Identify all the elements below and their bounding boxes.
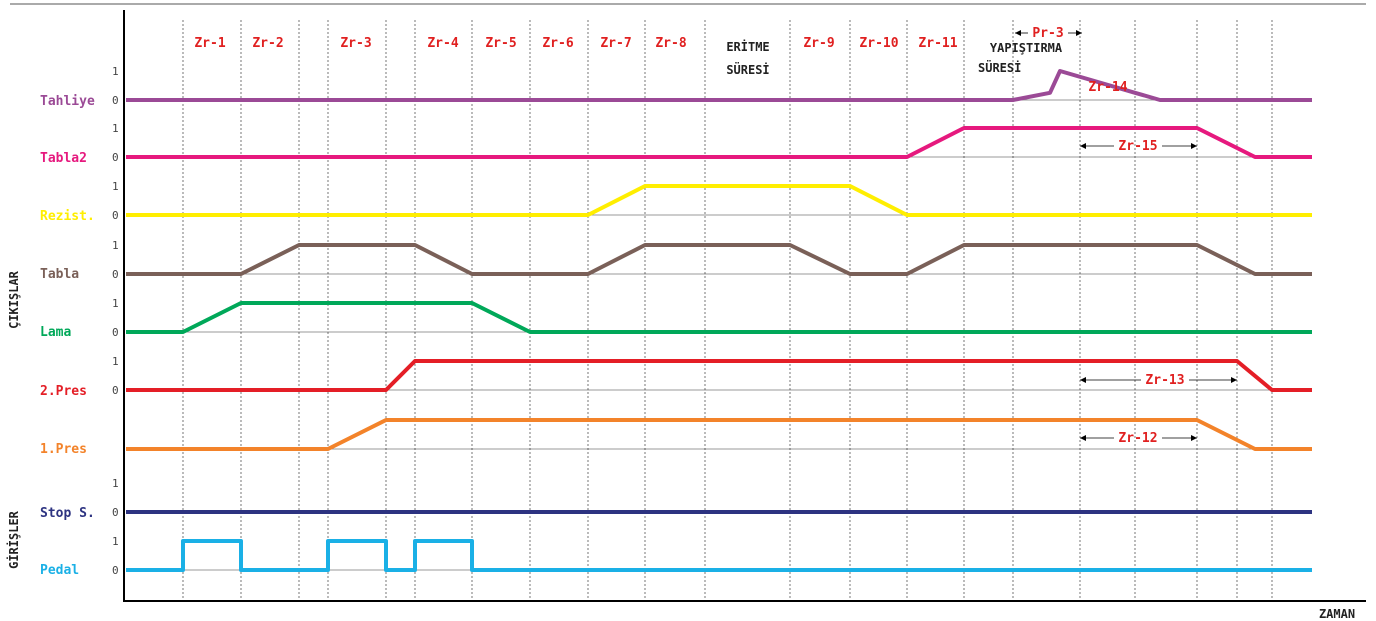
interval-label-zr13: Zr-13 <box>1145 373 1184 388</box>
eritme-label-line1: ERİTME <box>726 39 769 54</box>
zr-label: Zr-6 <box>542 36 573 51</box>
tick-low: 0 <box>112 209 119 222</box>
tick-low: 0 <box>112 506 119 519</box>
signal-waveform-pres1 <box>126 418 1312 451</box>
signal-waveform-tabla2 <box>126 126 1312 159</box>
inputs-group-label: GİRİŞLER <box>6 510 21 569</box>
signal-name-rezist: Rezist. <box>40 209 95 224</box>
eritme-label-line2: SÜRESİ <box>726 62 769 77</box>
signal-waveform-tabla <box>126 243 1312 276</box>
tick-high: 1 <box>112 535 119 548</box>
arrow-left-icon <box>1015 30 1021 36</box>
arrow-left-icon <box>1080 435 1086 441</box>
arrow-left-icon <box>1080 143 1086 149</box>
arrow-right-icon <box>1191 435 1197 441</box>
signal-name-tahliye: Tahliye <box>40 94 95 109</box>
tick-high: 1 <box>112 180 119 193</box>
zr-label: Zr-1 <box>194 36 225 51</box>
arrow-right-icon <box>1076 30 1082 36</box>
yapistirma-label-line2: SÜRESİ <box>978 60 1021 75</box>
interval-label-pr3: Pr-3 <box>1032 26 1063 41</box>
signal-name-tabla: Tabla <box>40 267 79 282</box>
tick-low: 0 <box>112 151 119 164</box>
tick-high: 1 <box>112 297 119 310</box>
zr-label: Zr-7 <box>600 36 631 51</box>
signal-name-lama: Lama <box>40 325 71 340</box>
zr-label: Zr-4 <box>427 36 458 51</box>
tick-low: 0 <box>112 94 119 107</box>
tick-high: 1 <box>112 355 119 368</box>
tick-high: 1 <box>112 65 119 78</box>
zr-label: Zr-2 <box>252 36 283 51</box>
zr-label: Zr-10 <box>859 36 898 51</box>
grid-lines <box>182 20 1273 600</box>
zr-label: Zr-8 <box>655 36 686 51</box>
signal-waveform-pedal <box>126 539 1312 572</box>
signal-waveform-pres2 <box>126 359 1312 392</box>
tick-low: 0 <box>112 326 119 339</box>
signal-baselines <box>126 99 1312 571</box>
signal-name-stop: Stop S. <box>40 506 95 521</box>
outputs-group-label: ÇIKIŞLAR <box>7 270 21 329</box>
signal-waveform-tahliye <box>126 69 1312 102</box>
zr-label: Zr-3 <box>340 36 371 51</box>
signal-waveform-rezist <box>126 184 1312 217</box>
arrow-right-icon <box>1231 377 1237 383</box>
yapistirma-label-line1: YAPIŞTIRMA <box>990 41 1063 55</box>
interval-label-zr12: Zr-12 <box>1118 431 1157 446</box>
signal-name-pres2: 2.Pres <box>40 384 87 399</box>
tick-high: 1 <box>112 239 119 252</box>
signal-waveform-lama <box>126 301 1312 334</box>
zr-label: Zr-9 <box>803 36 834 51</box>
tick-low: 0 <box>112 268 119 281</box>
zr-label: Zr-11 <box>918 36 957 51</box>
tick-low: 0 <box>112 384 119 397</box>
tick-high: 1 <box>112 122 119 135</box>
x-axis-label: ZAMAN <box>1319 607 1355 621</box>
tick-high: 1 <box>112 477 119 490</box>
zr-label: Zr-5 <box>485 36 516 51</box>
signal-waveforms <box>126 69 1312 572</box>
interval-zr12: Zr-12 <box>1080 431 1197 446</box>
signal-name-tabla2: Tabla2 <box>40 151 87 166</box>
interval-zr15: Zr-15 <box>1080 139 1197 154</box>
signal-name-pres1: 1.Pres <box>40 442 87 457</box>
interval-label-zr15: Zr-15 <box>1118 139 1157 154</box>
arrow-right-icon <box>1191 143 1197 149</box>
arrow-left-icon <box>1080 377 1086 383</box>
interval-zr13: Zr-13 <box>1080 373 1237 388</box>
interval-label-zr14: Zr-14 <box>1088 80 1127 95</box>
annotations: Zr-1 Zr-2 Zr-3 Zr-4 Zr-5 Zr-6 Zr-7 Zr-8 Zr-9 Zr-1… <box>194 26 1237 446</box>
signal-name-pedal: Pedal <box>40 563 79 578</box>
tick-low: 0 <box>112 564 119 577</box>
interval-pr3: Pr-3 <box>1015 26 1082 41</box>
signal-labels: Tahliye 0 1 Tabla2 0 1 Rezist. 0 1 Tabla 0 1 Lama 0 1 2… <box>40 65 119 578</box>
